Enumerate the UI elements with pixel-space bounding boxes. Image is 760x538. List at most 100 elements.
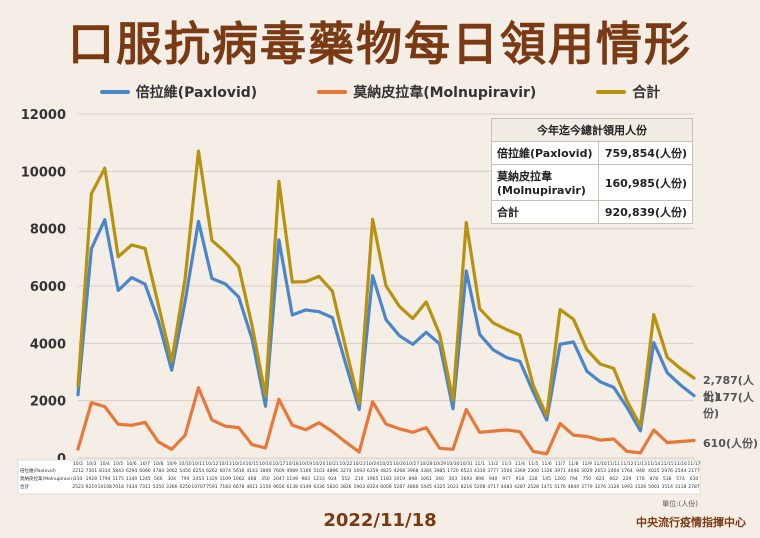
x-tick-label: 11/15 — [661, 461, 674, 467]
x-tick-label: 11/9 — [582, 461, 592, 467]
x-tick-label: 10/2 — [73, 461, 83, 467]
daily-value-cell: 1794 — [99, 476, 111, 482]
daily-value-cell: 7609 — [273, 468, 285, 474]
daily-value-cell: 2023 — [447, 484, 459, 490]
daily-value-cell: 8254 — [193, 468, 205, 474]
daily-value-cell: 948 — [636, 468, 645, 474]
daily-value-cell: 2212 — [72, 468, 84, 474]
daily-value-cell: 1233 — [313, 476, 325, 482]
daily-value-cell: 5843 — [112, 468, 124, 474]
x-tick-label: 10/12 — [205, 461, 218, 467]
x-tick-label: 10/18 — [286, 461, 299, 467]
daily-value-cell: 1061 — [420, 476, 432, 482]
daily-value-cell: 4325 — [434, 484, 446, 490]
daily-value-cell: 3274 — [340, 468, 352, 474]
daily-value-cell: 623 — [596, 476, 605, 482]
daily-value-cell: 6262 — [206, 468, 218, 474]
daily-value-cell: 940 — [489, 476, 498, 482]
y-tick-label: 10000 — [21, 165, 66, 180]
x-tick-label: 10/8 — [153, 461, 163, 467]
x-tick-label: 11/7 — [555, 461, 565, 467]
legend-swatch-total — [596, 90, 627, 94]
daily-value-cell: 229 — [623, 476, 632, 482]
x-tick-label: 10/30 — [446, 461, 459, 467]
daily-value-cell: 6359 — [367, 468, 379, 474]
daily-value-cell: 3126 — [608, 484, 620, 490]
daily-table-bg — [17, 459, 701, 495]
daily-value-cell: 5456 — [179, 468, 191, 474]
daily-value-cell: 1903 — [353, 484, 365, 490]
x-tick-label: 11/16 — [674, 461, 687, 467]
daily-value-cell: 7301 — [86, 468, 98, 474]
x-tick-label: 10/25 — [380, 461, 393, 467]
daily-value-cell: 1062 — [233, 476, 245, 482]
daily-value-cell: 8314 — [99, 468, 111, 474]
daily-value-cell: 1806 — [260, 468, 272, 474]
source-label: 中央流行疫情指揮中心 — [636, 516, 746, 529]
daily-value-cell: 1326 — [541, 468, 553, 474]
daily-value-cell: 4825 — [380, 468, 392, 474]
legend-label-molnupiravir: 莫納皮拉韋(Molnupiravir) — [353, 85, 537, 101]
x-tick-label: 10/22 — [339, 461, 352, 467]
daily-value-cell: 7591 — [206, 484, 218, 490]
daily-value-cell: 3366 — [166, 484, 178, 490]
series-line-total — [76, 149, 696, 428]
daily-value-cell: 5445 — [420, 484, 432, 490]
x-tick-label: 10/20 — [313, 461, 326, 467]
daily-value-cell: 1764 — [621, 468, 633, 474]
x-tick-label: 11/3 — [501, 461, 511, 467]
daily-value-cell: 145 — [542, 476, 551, 482]
daily-value-cell: 1019 — [394, 476, 406, 482]
x-tick-label: 10/11 — [192, 461, 205, 467]
daily-value-cell: 468 — [248, 476, 257, 482]
x-tick-label: 10/7 — [140, 461, 150, 467]
x-tick-label: 10/27 — [406, 461, 419, 467]
daily-value-cell: 304 — [167, 476, 176, 482]
legend-label-paxlovid: 倍拉維(Paxlovid) — [135, 85, 258, 101]
daily-value-cell: 178 — [636, 476, 645, 482]
daily-value-cell: 4025 — [648, 468, 660, 474]
y-tick-label: 12000 — [21, 108, 66, 123]
daily-value-cell: 1175 — [112, 476, 124, 482]
series-line-molnupiravir — [76, 386, 696, 456]
daily-value-cell: 983 — [301, 476, 310, 482]
y-tick-label: 4000 — [30, 337, 66, 352]
end-label-total: 2,787(人份) — [703, 374, 754, 403]
summary-label-molnupiravir: 莫納皮拉韋 (Molnupiravir) — [490, 164, 600, 201]
y-tick-label: 6000 — [30, 280, 66, 295]
daily-value-cell: 3029 — [581, 468, 593, 474]
daily-value-cell: 552 — [342, 476, 351, 482]
x-tick-label: 10/28 — [420, 461, 433, 467]
daily-value-cell: 1149 — [287, 476, 299, 482]
x-tick-label: 11/11 — [607, 461, 620, 467]
daily-value-cell: 6678 — [233, 484, 245, 490]
daily-value-cell: 3777 — [487, 468, 499, 474]
daily-value-cell: 2453 — [193, 476, 205, 482]
daily-value-cell: 4384 — [420, 468, 432, 474]
daily-value-cell: 924 — [328, 476, 337, 482]
legend-item-paxlovid: 倍拉維(Paxlovid) — [99, 82, 258, 102]
daily-value-cell: 5103 — [313, 468, 325, 474]
daily-value-cell: 4143 — [246, 468, 258, 474]
daily-value-cell: 574 — [676, 476, 685, 482]
daily-value-cell: 7434 — [126, 484, 138, 490]
end-label-paxlovid: 2,177(人份) — [703, 391, 754, 420]
x-tick-label: 11/13 — [634, 461, 647, 467]
daily-value-cell: 538 — [663, 476, 672, 482]
daily-value-cell: 3062 — [166, 468, 178, 474]
daily-value-cell: 3779 — [581, 484, 593, 490]
daily-value-cell: 2528 — [528, 484, 540, 490]
daily-value-cell: 303 — [449, 476, 458, 482]
daily-value-cell: 340 — [435, 476, 444, 482]
y-tick-label: 0 — [57, 452, 66, 467]
unit-note: 單位:(人份) — [662, 500, 698, 508]
daily-value-cell: 4717 — [487, 484, 499, 490]
legend-label-total: 合計 — [632, 85, 661, 101]
daily-value-cell: 978 — [650, 476, 659, 482]
daily-value-cell: 6523 — [461, 468, 473, 474]
daily-value-cell: 794 — [569, 476, 578, 482]
x-tick-label: 10/6 — [127, 461, 137, 467]
daily-value-cell: 6149 — [300, 484, 312, 490]
x-tick-label: 10/16 — [259, 461, 272, 467]
daily-value-cell: 7311 — [139, 484, 151, 490]
